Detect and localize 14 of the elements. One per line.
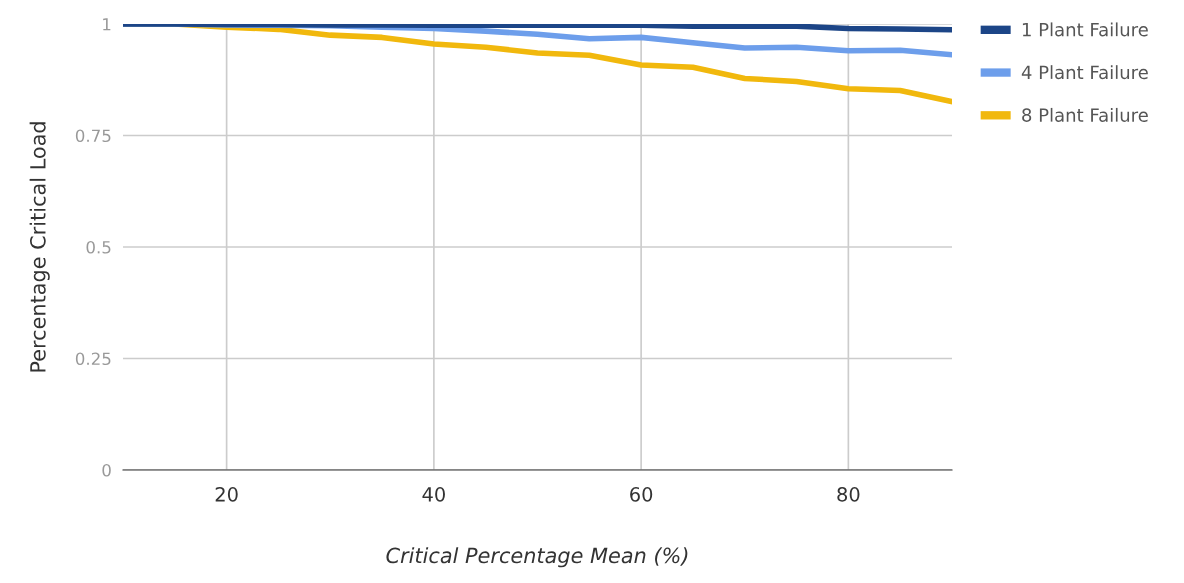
y-axis-title: Percentage Critical Load (29, 122, 50, 372)
x-tick-label: 80 (837, 487, 860, 502)
legend-label: 1 Plant Failure (1022, 22, 1148, 37)
legend-label: 8 Plant Failure (1022, 107, 1148, 122)
y-tick-label: 1 (103, 18, 111, 31)
x-tick-label: 20 (215, 487, 238, 502)
x-axis-title: Critical Percentage Mean (%) (386, 547, 688, 568)
y-tick-label: 0 (102, 463, 111, 477)
y-tick-label: 0.75 (75, 129, 111, 143)
x-tick-label: 40 (422, 487, 445, 502)
y-tick-label: 0.5 (86, 240, 111, 254)
x-tick-label: 60 (630, 487, 653, 502)
y-tick-label: 0.25 (75, 352, 111, 366)
legend-label: 4 Plant Failure (1021, 65, 1148, 80)
